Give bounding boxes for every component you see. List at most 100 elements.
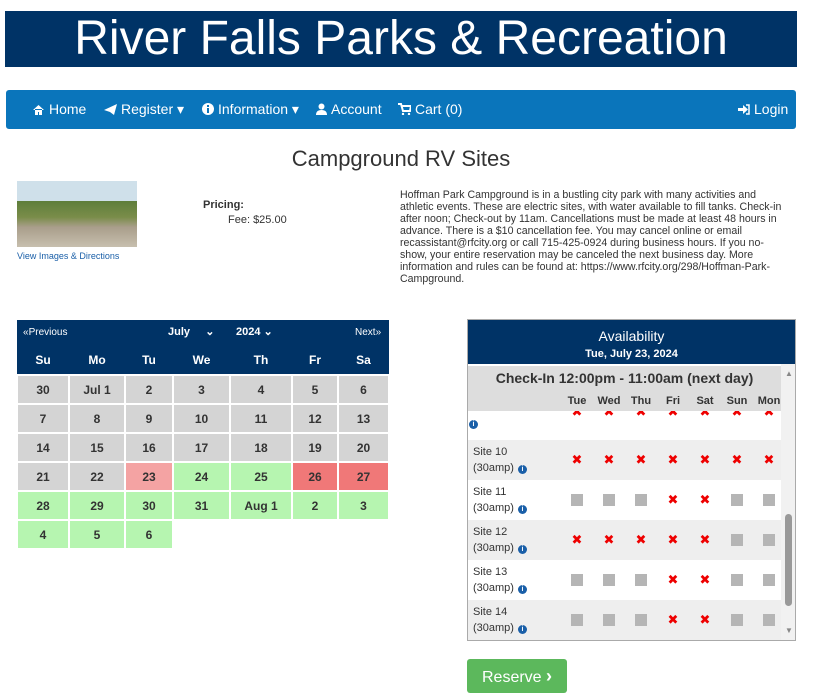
nav-label[interactable]: Login [754,101,789,117]
open-slot[interactable] [731,534,743,546]
day-cell[interactable]: 17 [173,433,230,462]
info-icon[interactable]: i [517,585,527,594]
nav-label[interactable]: Account [331,101,382,117]
nav-label[interactable]: Home [49,101,87,117]
scroll-up[interactable]: ▲ [785,369,793,378]
open-slot[interactable] [571,494,583,506]
day-cell[interactable]: 20 [338,433,389,462]
open-slot[interactable] [603,574,615,586]
day-cell[interactable]: 9 [125,404,173,433]
day-cell[interactable]: 3 [338,491,389,520]
day-cell[interactable]: 13 [338,404,389,433]
open-slot[interactable] [635,614,647,626]
nav-register[interactable]: Register ▾ [104,90,184,129]
nav-label[interactable]: Register [121,101,174,117]
day-cell[interactable]: Aug 1 [230,491,292,520]
info-icon[interactable]: i [469,420,478,429]
day-cell[interactable]: 5 [69,520,125,549]
open-slot[interactable] [571,614,583,626]
day-cell[interactable]: 6 [338,375,389,404]
booked-mark: ✖ [667,612,679,627]
info-icon[interactable]: i [517,465,527,474]
info-icon[interactable]: i [517,545,527,554]
nav-information[interactable]: Information ▾ [202,90,299,129]
day-cell[interactable]: 19 [292,433,338,462]
open-slot[interactable] [763,614,775,626]
scroll-thumb[interactable] [785,514,792,606]
next-button[interactable]: Next» [355,327,382,338]
scrollbar[interactable]: ▲ ▼ [781,364,795,640]
day-cell[interactable]: 12 [292,404,338,433]
nav-login[interactable]: Login [738,90,788,129]
day-cell[interactable]: 26 [292,462,338,491]
day-cell[interactable]: 31 [173,491,230,520]
campground-photo[interactable] [17,181,137,247]
info-icon[interactable]: i [517,505,527,514]
booked-mark: ✖ [603,411,615,419]
day-cell[interactable]: 30 [17,375,69,404]
open-slot[interactable] [603,494,615,506]
day-cell[interactable]: 4 [230,375,292,404]
reserve-button[interactable]: Reserve › [467,659,567,693]
day-cell[interactable]: 2 [125,375,173,404]
nav-cart[interactable]: Cart (0) [398,90,462,129]
weekday: Sa [356,353,371,367]
scroll-down[interactable]: ▼ [785,626,793,635]
day-cell[interactable]: 7 [17,404,69,433]
day-cell[interactable]: 3 [173,375,230,404]
next-label[interactable]: Next [355,327,376,338]
day-cell[interactable]: 21 [17,462,69,491]
day-cell[interactable]: 2 [292,491,338,520]
day-cell[interactable]: 25 [230,462,292,491]
open-slot[interactable] [763,574,775,586]
site-row: Site 14 (30amp) i ✖ ✖ [468,600,781,640]
login-icon [738,104,750,115]
year[interactable]: 2024 [236,326,261,338]
booked-mark: ✖ [699,532,711,547]
day-cell[interactable]: 16 [125,433,173,462]
year-select[interactable]: 2024 ⌄ [236,326,273,338]
day-cell[interactable]: 27 [338,462,389,491]
day-cell[interactable]: 23 [125,462,173,491]
nav-home[interactable]: Home [32,90,86,129]
day-cell[interactable]: 30 [125,491,173,520]
day-cell[interactable]: 11 [230,404,292,433]
day-cell[interactable]: 6 [125,520,173,549]
prev-button[interactable]: «Previous [23,327,68,338]
detail-text: (30amp) [473,582,514,594]
info-icon [202,103,214,115]
page-title: Campground RV Sites [291,146,511,171]
images-link[interactable]: View Images & Directions [17,251,120,261]
day-cell[interactable]: 22 [69,462,125,491]
day-cell[interactable]: 18 [230,433,292,462]
month-select[interactable]: July ⌄ [168,326,215,338]
day-cell[interactable]: Jul 1 [69,375,125,404]
day-cell[interactable]: 5 [292,375,338,404]
day-cell[interactable]: 4 [17,520,69,549]
reserve-label[interactable]: Reserve [481,669,542,686]
day-cell[interactable]: 29 [69,491,125,520]
day-cell[interactable]: 24 [173,462,230,491]
day-cell[interactable]: 8 [69,404,125,433]
prev-label[interactable]: Previous [28,327,68,338]
open-slot[interactable] [731,494,743,506]
month[interactable]: July [168,326,191,338]
open-slot[interactable] [763,494,775,506]
info-icon[interactable]: i [517,625,527,634]
nav-label[interactable]: Information [218,101,289,117]
open-slot[interactable] [731,574,743,586]
day-label: Mon [757,395,781,407]
open-slot[interactable] [571,574,583,586]
day-cell[interactable]: 10 [173,404,230,433]
open-slot[interactable] [635,574,647,586]
day-cell[interactable]: 28 [17,491,69,520]
nav-account[interactable]: Account [316,90,382,129]
day-cell[interactable]: 15 [69,433,125,462]
open-slot[interactable] [731,614,743,626]
open-slot[interactable] [603,614,615,626]
open-slot[interactable] [763,534,775,546]
day-cell[interactable]: 14 [17,433,69,462]
open-slot[interactable] [635,494,647,506]
nav-label[interactable]: Cart (0) [415,101,463,117]
